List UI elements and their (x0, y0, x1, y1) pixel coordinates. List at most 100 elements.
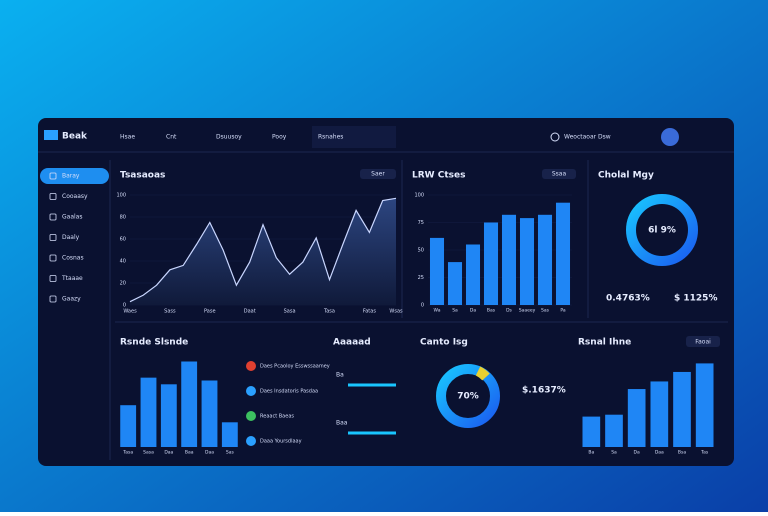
nav-item[interactable]: Pooy (272, 134, 287, 141)
x-tick-label: Wsas (389, 309, 403, 315)
gauge-segment (475, 366, 490, 381)
x-tick-label: Daa (655, 450, 664, 456)
y-tick-label: 75 (418, 220, 424, 226)
activity-item[interactable]: Daaa Yoursdlaay (260, 439, 302, 445)
activity-icon (246, 386, 256, 396)
button[interactable] (360, 169, 396, 179)
gauge-center: 70% (457, 392, 479, 402)
sidebar-item[interactable]: Daaly (62, 234, 80, 241)
x-tick-label: Daat (244, 309, 256, 315)
x-tick-label: Ba (588, 450, 594, 456)
y-tick-label: 40 (120, 259, 126, 265)
sidebar-icon[interactable] (49, 275, 57, 282)
chart-title: Tsasaoas (120, 171, 165, 181)
bar (519, 218, 535, 305)
activity-item[interactable]: Reaact Baeas (260, 414, 294, 420)
bar (537, 214, 553, 305)
search-icon[interactable] (550, 132, 560, 142)
sidebar-icon[interactable] (49, 295, 57, 303)
bar (221, 422, 238, 447)
stat: $.1637% (522, 386, 566, 396)
x-tick-label: Waes (123, 309, 137, 315)
gauge-ring (626, 194, 698, 266)
sidebar-item[interactable]: Gaazy (62, 296, 81, 303)
y-tick-label: 50 (418, 248, 424, 254)
bar (695, 363, 714, 447)
logo[interactable]: Beak (62, 132, 88, 142)
x-tick-label: Sas (226, 450, 235, 456)
x-tick-label: Tasa (323, 309, 335, 315)
sidebar-item[interactable]: Baray (62, 173, 80, 180)
activity-title: Aaaaad (333, 338, 371, 348)
nav-item[interactable]: Hsae (120, 134, 135, 141)
x-tick-label: Wa (434, 308, 441, 314)
chart-title: Rsnde Slsnde (120, 338, 188, 348)
x-tick-label: Da (634, 450, 640, 456)
x-tick-label: Daa (164, 450, 173, 456)
x-tick-label: Pa (560, 308, 566, 314)
activity-item[interactable]: Daes Insdatoris Pasdaa (260, 389, 318, 395)
sidebar-item[interactable]: Gaalas (62, 214, 82, 221)
activity-icon (246, 361, 256, 371)
x-tick-label: Bas (487, 308, 496, 314)
y-tick-label: 25 (418, 275, 424, 281)
bar (627, 389, 646, 447)
logo-icon (44, 130, 58, 140)
nav-item[interactable]: Rsnahes (318, 134, 343, 141)
gauge-title: Canto Isg (420, 338, 468, 348)
bar (650, 381, 669, 447)
x-tick-label: Fatas (363, 309, 377, 315)
area (130, 198, 396, 305)
bar (447, 262, 463, 305)
sidebar-item[interactable]: Cooaasy (62, 193, 88, 200)
search[interactable]: Weoctaoar Dsw (564, 134, 611, 141)
bar (555, 202, 571, 305)
button-label[interactable]: Ssaa (552, 171, 567, 178)
activity-icon (246, 436, 256, 446)
bar (120, 405, 137, 447)
progress-bar (348, 383, 396, 387)
gauge-title: Cholal Mgy (598, 171, 654, 181)
activity-item[interactable]: Daes Pcaoloy Esswssaamey (260, 364, 330, 370)
sidebar-item[interactable]: Cosnas (62, 255, 84, 262)
progress-label: Baa (336, 420, 348, 427)
activity-icon (246, 411, 256, 421)
x-tick-label: Tas (700, 450, 709, 456)
x-tick-label: Sass (164, 309, 176, 315)
chart-title: Rsnal Ihne (578, 338, 631, 348)
button[interactable] (686, 336, 720, 347)
sidebar-icon[interactable] (49, 172, 57, 180)
stat: $ 1125% (674, 294, 717, 304)
nav-item[interactable]: Dsuusoy (216, 134, 242, 141)
bar (201, 380, 218, 447)
x-tick-label: Sa (611, 450, 617, 456)
line (129, 197, 397, 303)
x-tick-label: Pase (204, 309, 216, 315)
button[interactable] (542, 169, 576, 179)
nav-active (312, 126, 396, 148)
bar (160, 384, 177, 447)
y-tick-label: 100 (414, 193, 424, 199)
bar (673, 371, 691, 447)
stat: 0.4763% (606, 294, 650, 304)
x-tick-label: Sasa (284, 309, 296, 315)
bar (483, 222, 499, 305)
sidebar-icon[interactable] (49, 193, 57, 200)
nav-item[interactable]: Cnt (166, 134, 177, 141)
button-label[interactable]: Saer (371, 171, 385, 178)
bar (605, 414, 623, 447)
x-tick-label: Da (470, 308, 476, 314)
sidebar-icon[interactable] (49, 254, 57, 262)
sidebar-icon[interactable] (49, 234, 57, 241)
bar (140, 377, 157, 447)
y-tick-label: 20 (120, 281, 126, 287)
sidebar-icon[interactable] (49, 213, 57, 221)
chart-title: LRW Ctses (412, 171, 465, 181)
sidebar-item[interactable]: Ttaaae (61, 275, 83, 282)
gauge-ring (436, 364, 500, 428)
y-tick-label: 60 (120, 237, 126, 243)
x-tick-label: Sas (541, 308, 550, 314)
avatar[interactable] (661, 128, 679, 146)
button-label[interactable]: Faoai (695, 339, 711, 346)
